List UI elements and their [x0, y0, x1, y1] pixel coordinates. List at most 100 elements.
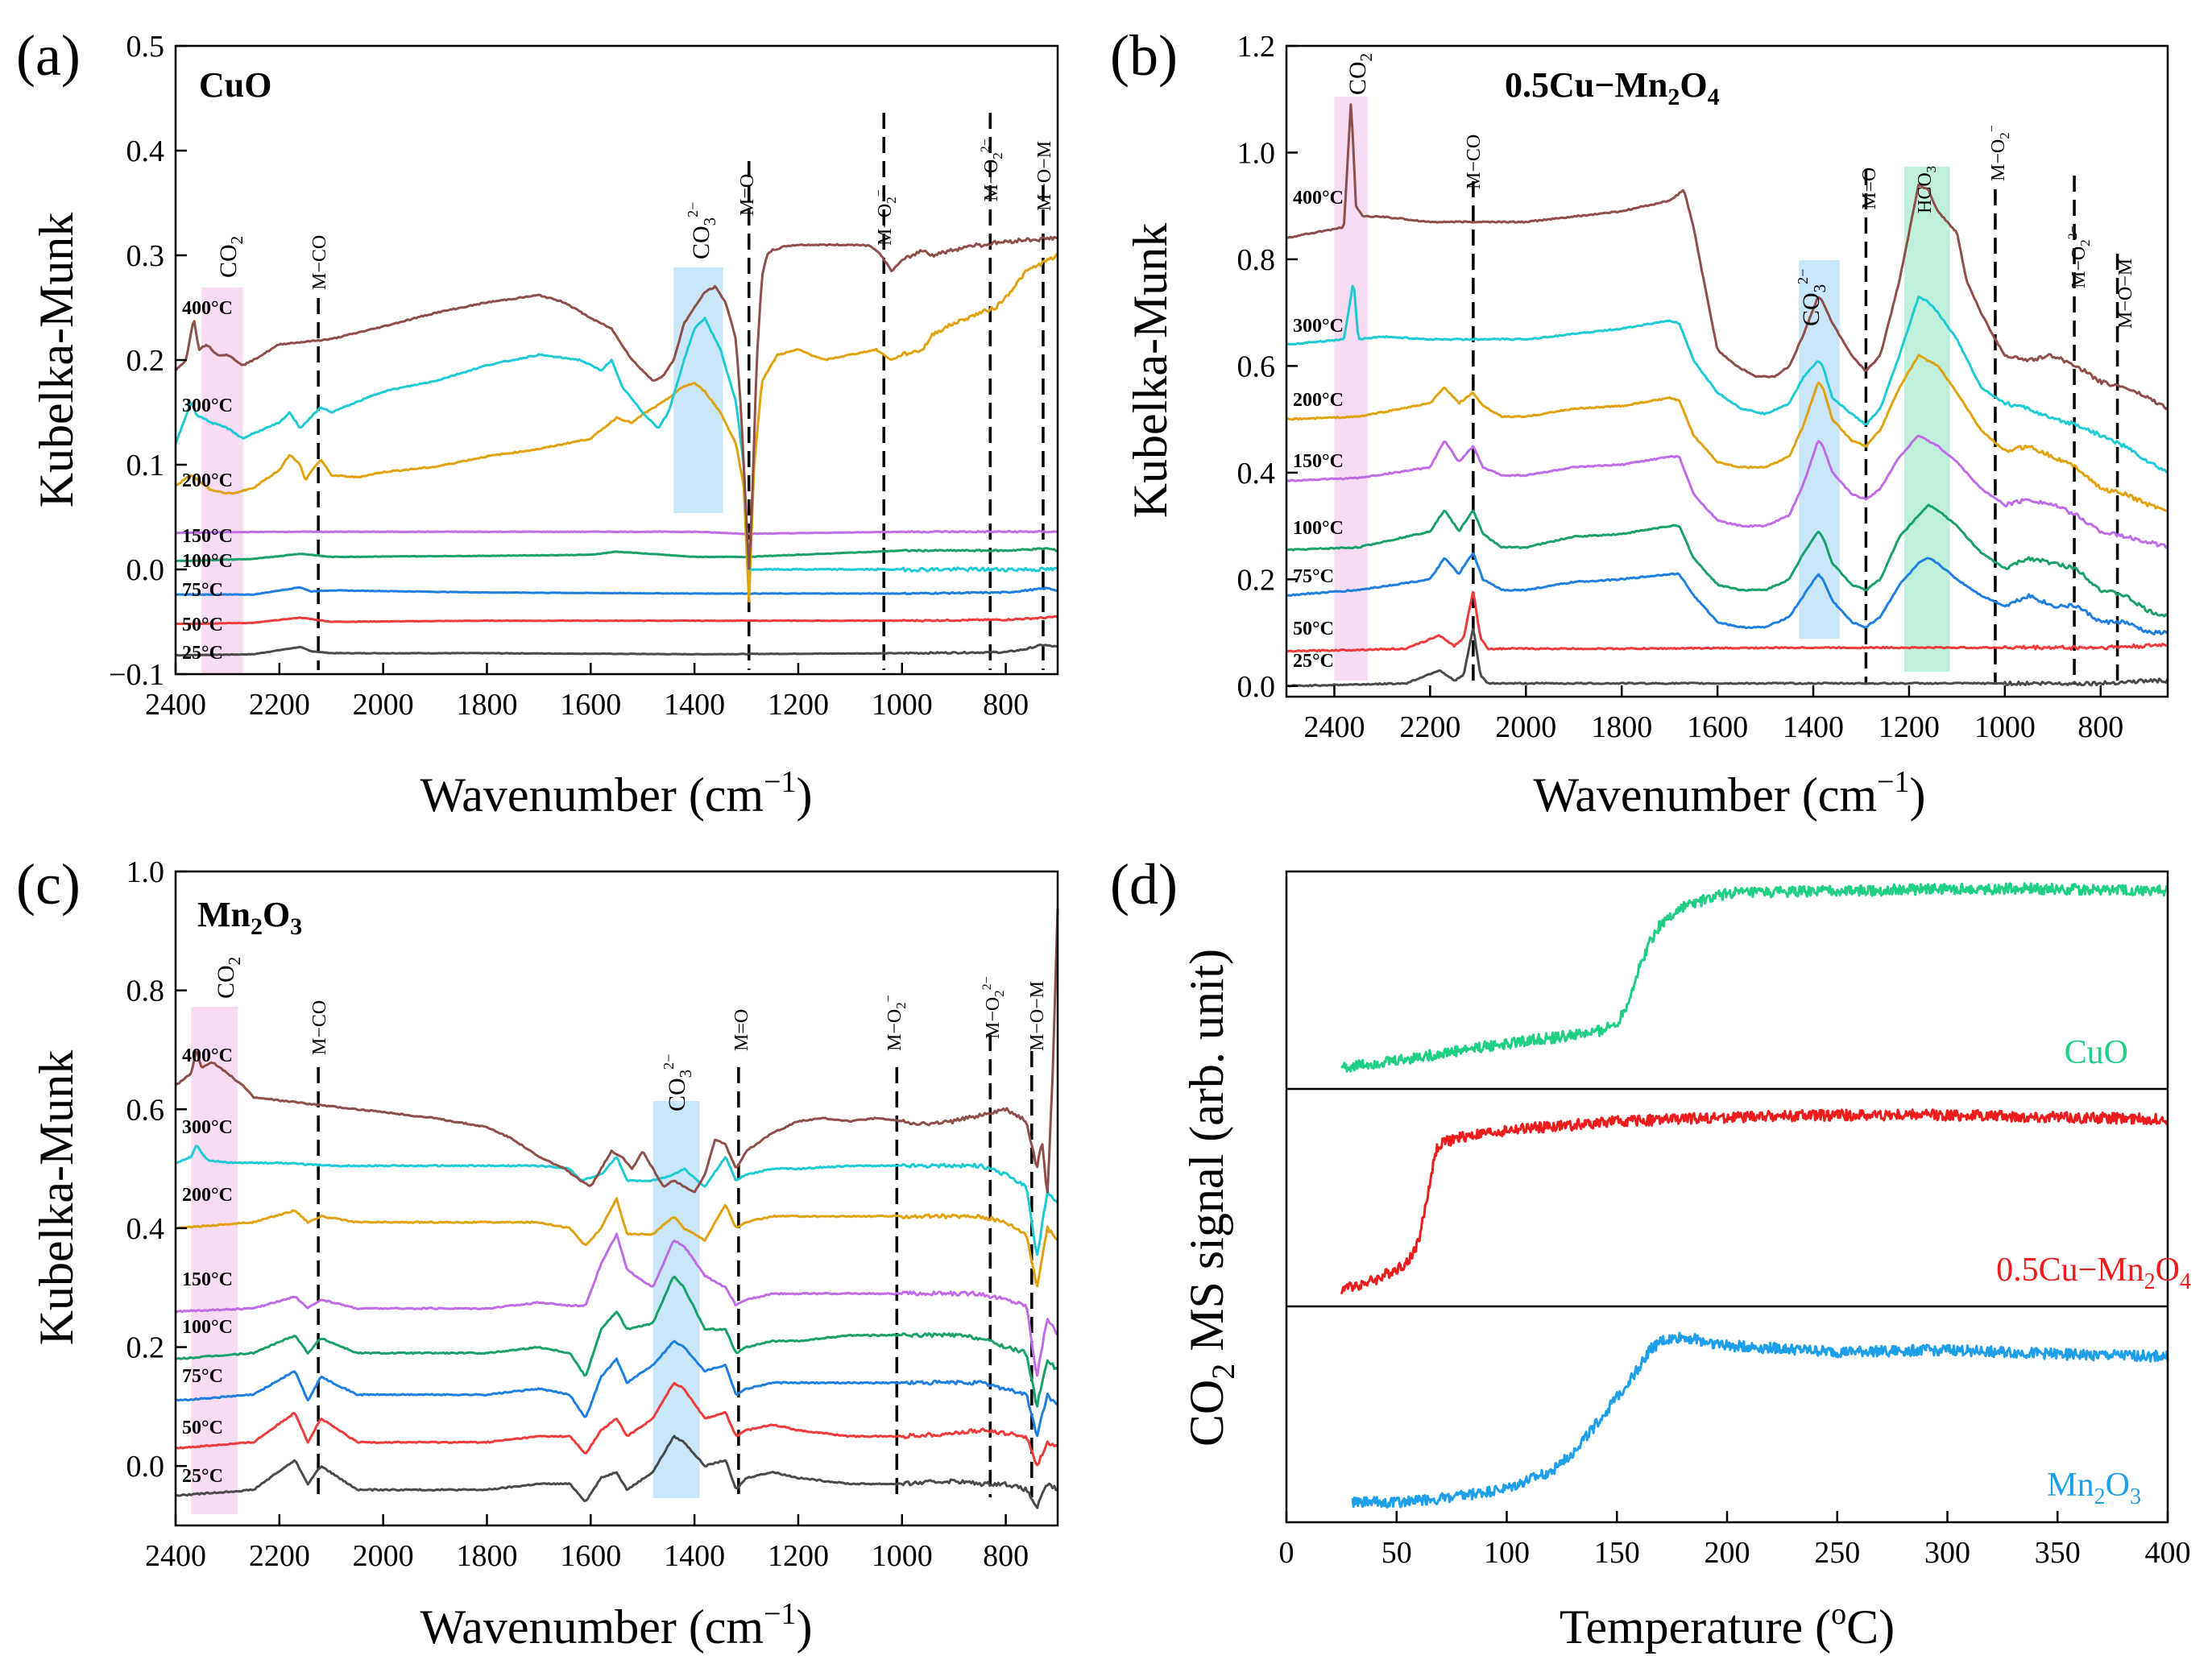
- ytick-label-b-1: 0.2: [1237, 563, 1276, 597]
- panel-b-x-axis-label: Wavenumber (cm−1): [1533, 765, 1925, 822]
- panel-b-temp-200: 200°C: [1293, 390, 1344, 411]
- band-c-0: [191, 1007, 238, 1514]
- xtick-label-a-3: 1800: [456, 688, 517, 722]
- panel-a-annot-co3: CO32−: [685, 202, 719, 259]
- panel-a-annot-co2: CO2: [215, 236, 246, 278]
- ytick-label-c-4: 0.8: [126, 975, 165, 1008]
- band-a-0: [201, 288, 243, 674]
- panel-b-ticks: 2400 2200 2000 1800 1600 1400 1200 1000 800 0.0 0.…: [1237, 30, 2124, 744]
- xtick-label-c-7: 1000: [872, 1539, 933, 1573]
- xtick-label-d-0: 0: [1279, 1536, 1294, 1570]
- panel-b-annot-co2: CO2: [1344, 53, 1376, 95]
- series-c-100C: [175, 1275, 1058, 1408]
- xtick-label-b-7: 1000: [1974, 710, 2036, 744]
- ms-series-2: [1351, 1331, 2169, 1509]
- xtick-label-d-7: 350: [2035, 1536, 2081, 1570]
- series-c-75C: [175, 1339, 1058, 1438]
- panel-b-annot-mco: M−CO: [1464, 135, 1485, 189]
- ytick-label-b-4: 0.8: [1237, 243, 1276, 277]
- ytick-label-a-3: 0.2: [126, 344, 165, 378]
- xtick-label-b-1: 2200: [1399, 710, 1460, 744]
- ytick-label-c-5: 1.0: [126, 855, 165, 889]
- xtick-label-d-1: 50: [1381, 1536, 1412, 1570]
- panel-d-co2-ms: 0 50 100 150 200 250 300 350 400 (d) Temperature…: [1110, 852, 2191, 1654]
- panel-b-annot-hco3: HCO3: [1915, 166, 1939, 213]
- panel-c-series: [174, 908, 1059, 1509]
- panel-a-x-axis-label: Wavenumber (cm−1): [420, 765, 812, 822]
- panel-a-annot-mco: M−CO: [309, 235, 330, 290]
- panel-a-temp-50: 50°C: [182, 615, 223, 635]
- panel-b-annot-mo: M=O: [1859, 168, 1880, 209]
- panel-c-bands: [191, 1007, 700, 1514]
- ytick-label-b-6: 1.2: [1237, 30, 1276, 64]
- xtick-label-a-7: 1000: [872, 688, 933, 722]
- panel-a-plot-frame: [174, 44, 1059, 676]
- panel-d-cuo-label: CuO: [2065, 1034, 2128, 1071]
- xtick-label-b-5: 1400: [1783, 710, 1844, 744]
- panel-b-annot-mo2: M−O2−: [1986, 125, 2012, 181]
- panel-a-temp-100: 100°C: [182, 551, 233, 572]
- series-c-50C: [175, 1381, 1058, 1467]
- xtick-label-b-8: 800: [2077, 710, 2123, 744]
- panel-b-y-axis-label: Kubelka-Munk: [1124, 223, 1177, 519]
- ytick-label-a-1: 0.0: [126, 553, 165, 587]
- series-b-300C: [1286, 284, 2169, 474]
- panel-d-x-axis-label: Temperature (oC): [1560, 1597, 1895, 1654]
- xtick-label-b-6: 1200: [1879, 710, 1940, 744]
- panel-c-temperature-labels: 400°C 300°C 200°C 150°C 100°C 75°C 50°C …: [182, 1045, 233, 1487]
- series-b-150C: [1286, 434, 2169, 549]
- panel-b-temp-150: 150°C: [1293, 451, 1344, 472]
- panel-c-temp-50: 50°C: [182, 1418, 223, 1438]
- panel-b-temp-300: 300°C: [1293, 316, 1344, 337]
- series-c-300C: [175, 1145, 1059, 1256]
- ytick-label-c-3: 0.6: [126, 1093, 165, 1127]
- xtick-label-b-3: 1800: [1591, 710, 1652, 744]
- panel-a-annot-mo2: M−O2−: [872, 189, 899, 246]
- panel-a-ticks: 2400 2200 2000 1800 1600 1400 1200 1000 800 −0.1 0…: [109, 30, 1029, 722]
- panel-b-temp-50: 50°C: [1293, 619, 1334, 640]
- series-a-150C: [175, 529, 1058, 536]
- panel-d-cu-mn2o4-label: 0.5Cu−Mn2O4: [1996, 1252, 2191, 1294]
- panel-b-temp-25: 25°C: [1293, 651, 1334, 672]
- series-a-25C: [175, 644, 1058, 657]
- panel-c-temp-300: 300°C: [182, 1117, 233, 1138]
- panel-a-y-axis-label: Kubelka-Munk: [30, 213, 83, 508]
- panel-d-mn2o3-label: Mn2O3: [2047, 1467, 2141, 1509]
- panel-c-temp-75: 75°C: [182, 1366, 223, 1387]
- panel-a-temp-150: 150°C: [182, 526, 233, 547]
- band-b-2: [1903, 167, 1950, 672]
- series-b-75C: [1286, 552, 2169, 635]
- panel-b-annot-mo22: M−O22−: [2066, 226, 2093, 288]
- panel-a-label: (a): [16, 23, 81, 88]
- band-c-1: [652, 1101, 700, 1498]
- panel-b-annot-co3: CO32−: [1795, 269, 1829, 326]
- panel-a-series: [174, 235, 1059, 657]
- xtick-label-d-4: 200: [1705, 1536, 1750, 1570]
- panel-a-annot-mo22: M−O22−: [979, 139, 1005, 201]
- ms-series-0: [1340, 882, 2169, 1073]
- panel-c-temp-400: 400°C: [182, 1045, 233, 1066]
- xtick-label-b-0: 2400: [1303, 710, 1365, 744]
- panel-c-temp-150: 150°C: [182, 1269, 233, 1290]
- xtick-label-c-8: 800: [983, 1539, 1029, 1573]
- panel-c-mn2o3: 2400 2200 2000 1800 1600 1400 1200 1000 800 0.0 0.…: [16, 852, 1059, 1654]
- panel-c-annot-co3: CO32−: [661, 1054, 695, 1111]
- ms-series-1: [1340, 1108, 2169, 1295]
- series-a-75C: [175, 586, 1058, 596]
- xtick-label-c-1: 2200: [249, 1539, 310, 1573]
- xtick-label-b-4: 1600: [1687, 710, 1748, 744]
- band-a-1: [673, 267, 723, 513]
- xtick-label-d-3: 150: [1594, 1536, 1640, 1570]
- series-c-400C: [174, 908, 1059, 1194]
- xtick-label-a-2: 2000: [353, 688, 414, 722]
- panel-c-annot-co2: CO2: [213, 957, 244, 999]
- ytick-label-b-0: 0.0: [1237, 670, 1276, 704]
- panel-b-bands: [1334, 97, 1950, 681]
- panel-a-annot-mom: M−O−M: [1034, 141, 1055, 211]
- xtick-label-a-5: 1400: [664, 688, 725, 722]
- xtick-label-c-2: 2000: [353, 1539, 414, 1573]
- panel-c-annot-mco: M−CO: [309, 1000, 330, 1055]
- series-b-400C: [1286, 103, 2169, 411]
- panel-a-temp-400: 400°C: [182, 298, 233, 319]
- panel-c-vlines: [317, 1035, 1034, 1497]
